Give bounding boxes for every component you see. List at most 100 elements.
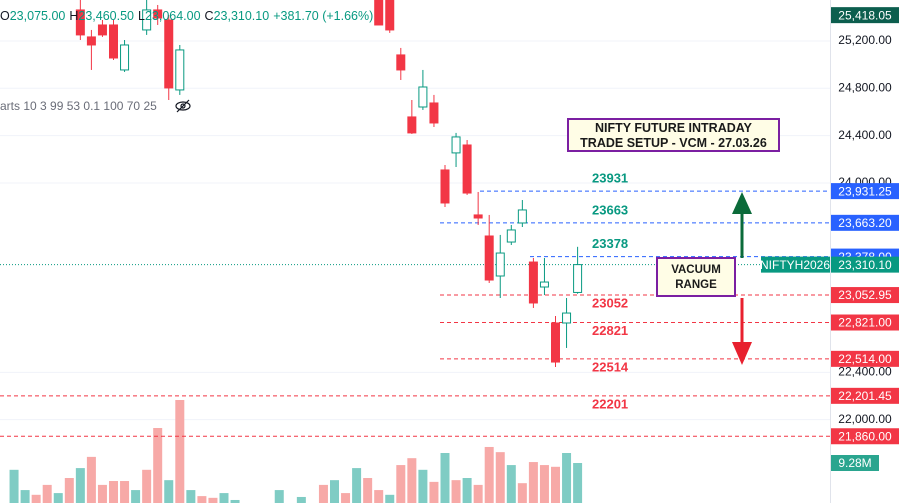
level-text: 22514 [592,359,629,374]
up-arrow-head [732,192,752,214]
range-line: RANGE [675,279,717,291]
current-price-tag-label: 23,310.10 [838,258,892,272]
price-tag-label: 21,860.00 [838,429,892,443]
level-text: 23663 [592,202,628,217]
volume-bar [341,493,351,503]
legend-value: 23,310.10 [213,9,270,23]
level-text: 23052 [592,295,628,310]
candle-body [153,9,163,19]
candle-body [407,116,417,134]
volume-bar [164,480,174,503]
volume-bar [330,480,339,503]
volume-bar [429,481,439,503]
price-tag-label: 23,663.20 [838,216,892,230]
volume-bar [506,465,516,503]
volume-bar [230,499,240,503]
volume-bar [153,428,163,503]
current-price-tag [831,256,899,273]
volume-bar [9,469,19,503]
candle-body [551,322,560,363]
volume-bar [352,468,362,503]
price-tag [831,350,899,367]
candle-body [109,24,118,59]
y-tick-label: 24,400.00 [838,128,892,142]
volume-bar [462,478,472,503]
price-tag [831,314,899,331]
volume-bar [131,490,141,503]
legend-key: O [0,9,10,23]
volume-bar [573,463,583,503]
ohlc-legend: O23,075.00 H23,460.50 L23,064.00 C23,310.10… [0,9,377,23]
candle-body [418,86,428,108]
candle-body [484,235,494,281]
candle-body [142,9,152,31]
volume-bar [451,480,461,503]
volume-bar [418,469,428,503]
volume-bar [219,493,229,503]
level-text: 23378 [592,236,628,251]
volume-bar [539,465,549,503]
volume-bar [64,478,74,503]
candle-body [562,312,572,324]
candle-body [429,102,439,124]
candle-body [462,144,472,194]
volume-bar [186,490,196,503]
price-tag-label: 22,821.00 [838,316,892,330]
range-line: VACUUM [671,264,721,276]
level-text: 23931 [592,171,628,186]
volume-bar [440,453,450,503]
range-box: VACUUM RANGE [656,257,736,297]
candle-body [97,24,107,36]
candle-body [75,9,85,36]
volume-bar [20,490,30,503]
high-price-tag [831,7,899,24]
volume-bar [473,484,483,503]
volume-bar [109,481,118,503]
y-tick-label: 22,000.00 [838,412,892,426]
title-line: NIFTY FUTURE INTRADAY [595,121,752,135]
price-tag-label: 23,052.95 [838,288,892,302]
volume-tag [831,455,879,472]
y-tick-label: 25,200.00 [838,33,892,47]
legend-value: 23,075.00 [9,9,66,23]
legend-value: +381.70 (+1.66%) [273,9,374,23]
candle-body [396,54,406,71]
price-tag [831,428,899,445]
candle-body [539,281,549,288]
down-arrow-head [732,342,752,365]
legend-value: 23,064.00 [144,9,201,23]
candle-body [374,0,384,26]
candle-body [86,36,96,46]
volume-bar [120,481,130,503]
price-tag-label: 22,201.45 [838,389,892,403]
candle-body [495,252,505,277]
title-line: TRADE SETUP - VCM - 27.03.26 [580,136,767,150]
volume-tag-label: 9.28M [838,456,871,470]
y-tick-label: 24,800.00 [838,80,892,94]
price-tag [831,183,899,200]
candle-body [175,49,185,91]
title-box: NIFTY FUTURE INTRADAY TRADE SETUP - VCM … [567,118,780,152]
volume-bar [528,462,538,503]
legend-key: C [204,9,214,23]
level-text: 22821 [592,323,628,338]
volume-bar [75,468,85,503]
volume-bar [396,465,406,503]
volume-bar [274,490,284,503]
volume-bar [562,453,572,503]
volume-bar [197,496,207,503]
volume-bar [42,484,52,503]
price-tag-label: 22,514.00 [838,352,892,366]
price-tag-label: 23,931.25 [838,184,892,198]
candle-body [440,169,450,204]
volume-bar [86,456,96,503]
candle-body [528,261,538,304]
volume-bar [495,452,505,503]
volume-bar [385,494,395,503]
eye-icon [175,99,191,113]
volume-bar [318,484,328,503]
volume-bar [31,494,41,503]
volume-bar [517,483,527,503]
